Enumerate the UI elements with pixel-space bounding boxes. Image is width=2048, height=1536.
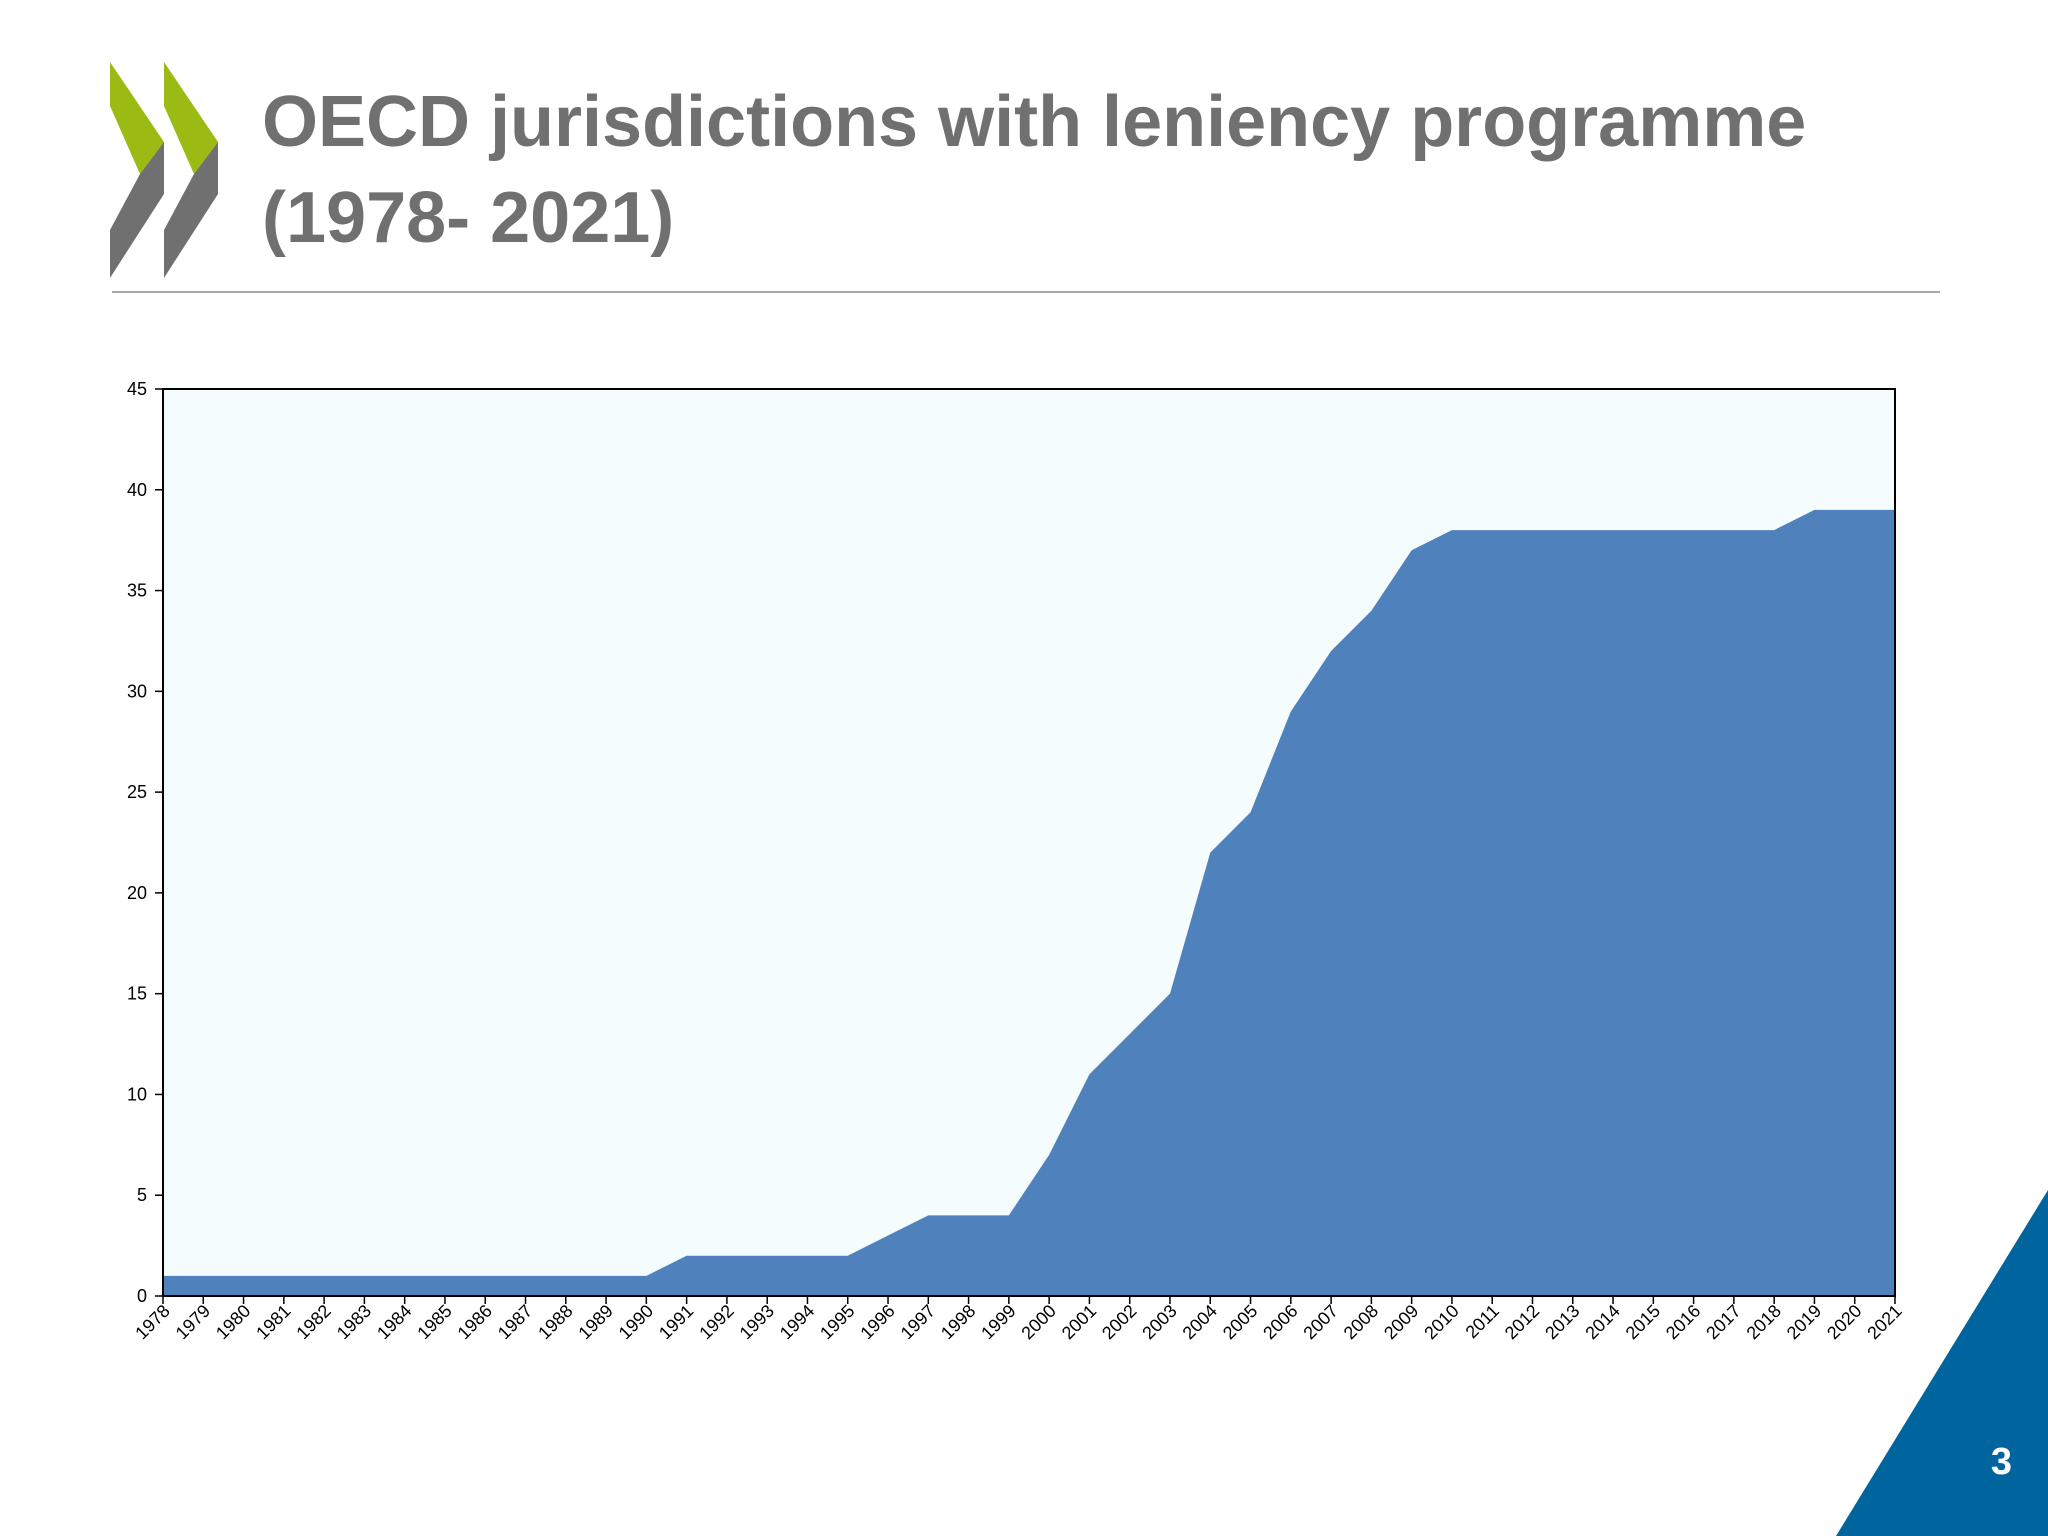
y-tick-label: 20 — [127, 883, 147, 903]
title-divider — [112, 291, 1940, 293]
logo-grey-chevron-right — [164, 142, 218, 278]
y-tick-label: 45 — [127, 379, 147, 399]
oecd-logo-icon — [110, 62, 218, 278]
page-title: OECD jurisdictions with leniency program… — [262, 82, 1807, 258]
y-tick-label: 15 — [127, 984, 147, 1004]
logo-grey-chevron-left — [110, 142, 164, 278]
y-tick-label: 25 — [127, 782, 147, 802]
logo-green-chevron-right — [164, 62, 218, 174]
y-tick-label: 10 — [127, 1084, 147, 1104]
y-tick-label: 0 — [137, 1286, 147, 1306]
y-tick-label: 30 — [127, 681, 147, 701]
y-tick-label: 5 — [137, 1185, 147, 1205]
corner-triangle — [1836, 1190, 2048, 1536]
plot-frame — [162, 388, 1896, 1297]
area-series — [163, 509, 1895, 1296]
logo-green-chevron-left — [110, 62, 164, 174]
y-tick-label: 40 — [127, 480, 147, 500]
y-tick-label: 35 — [127, 581, 147, 601]
page-number: 3 — [1990, 1441, 2012, 1483]
